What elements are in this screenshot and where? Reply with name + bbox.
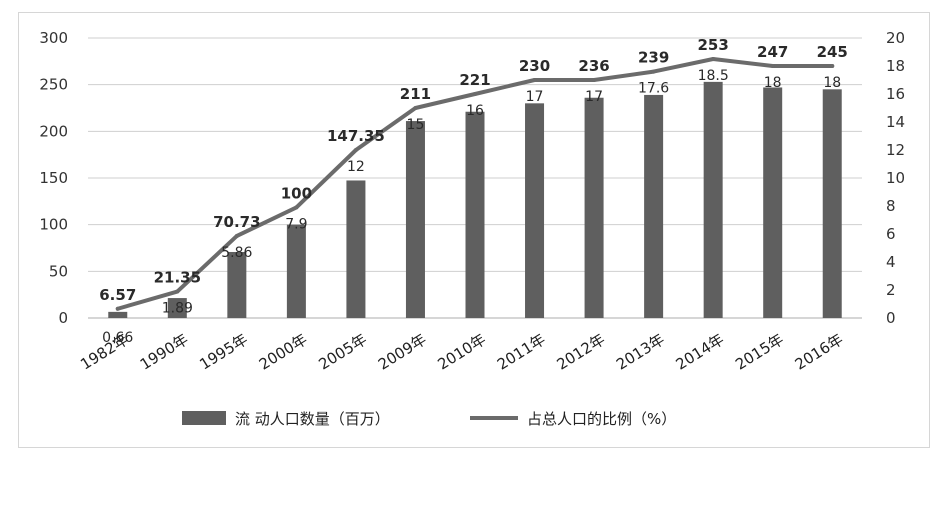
legend-label-bar: 流 动人口数量（百万） <box>235 410 390 428</box>
bar <box>227 251 247 318</box>
left-axis-tick-label: 250 <box>39 76 68 94</box>
bar <box>644 94 664 318</box>
line-point <box>175 289 180 294</box>
x-axis-tick-label: 2013年 <box>613 330 668 373</box>
bar-value-label: 100 <box>281 184 312 202</box>
bar <box>167 298 187 318</box>
x-axis-tick-label: 2009年 <box>375 330 430 373</box>
bar-value-label: 6.57 <box>99 286 136 304</box>
x-axis-tick-label: 2015年 <box>732 330 787 373</box>
right-axis-tick-label: 14 <box>886 113 905 131</box>
line-value-label: 0.66 <box>102 330 133 346</box>
line-point <box>115 306 120 311</box>
bar-value-label: 253 <box>697 36 728 54</box>
bar <box>346 180 366 318</box>
bar <box>465 111 485 318</box>
bar-series <box>108 81 842 318</box>
bar <box>763 87 783 318</box>
left-axis-tick-label: 150 <box>39 169 68 187</box>
bar-value-label: 221 <box>459 71 490 89</box>
bar-value-label: 211 <box>400 85 431 103</box>
bar <box>525 103 545 318</box>
line-value-label: 17 <box>526 89 544 105</box>
right-axis-tick-label: 4 <box>886 253 896 271</box>
line-value-label: 12 <box>347 159 365 175</box>
line-value-label: 16 <box>466 103 484 119</box>
left-axis-tick-label: 100 <box>39 216 68 234</box>
legend-label-line: 占总人口的比例（%） <box>527 410 676 428</box>
line-point <box>413 106 418 110</box>
right-axis-tick-label: 18 <box>886 57 905 75</box>
line-point <box>473 92 477 96</box>
x-axis-tick-label: 2010年 <box>434 330 489 373</box>
line-value-label: 17.6 <box>638 81 669 97</box>
bar-value-label: 21.35 <box>154 269 201 287</box>
x-axis-ticks: 1982年 1990年 1995年 2000年 2005年 2009年 2010年 2011年… <box>77 330 846 373</box>
x-axis-tick-label: 2012年 <box>554 330 609 373</box>
bar <box>286 224 306 318</box>
x-axis-tick-label: 2016年 <box>792 330 847 373</box>
line-value-label: 18 <box>764 75 782 91</box>
bar-value-label: 230 <box>519 57 550 75</box>
x-axis-tick-label: 2005年 <box>315 330 370 373</box>
line-value-label: 5.86 <box>221 245 252 261</box>
line-value-label: 17 <box>585 89 603 105</box>
line-value-label: 18.5 <box>698 68 729 84</box>
legend-swatch-bar <box>182 411 226 425</box>
line-series <box>115 57 835 311</box>
line-point <box>234 233 239 238</box>
line-point <box>294 205 299 210</box>
line-point <box>353 148 358 152</box>
x-axis-tick-label: 2011年 <box>494 330 549 373</box>
line-point <box>711 57 716 61</box>
x-axis-tick-label: 2014年 <box>673 330 728 373</box>
right-axis-tick-label: 20 <box>886 29 905 47</box>
left-axis-ticks: 0 50 100 150 200 250 300 <box>39 29 68 327</box>
right-axis-tick-label: 16 <box>886 85 905 103</box>
line-value-label: 1.89 <box>162 301 193 317</box>
bar <box>703 81 723 318</box>
line-data-labels: 0.66 1.89 5.86 7.9 12 15 16 17 17 17.6 18.5 18 18 <box>102 68 841 346</box>
line-value-label: 18 <box>823 75 841 91</box>
line-point <box>532 78 537 82</box>
right-axis-tick-label: 0 <box>886 309 896 327</box>
bar-data-labels: 6.57 21.35 70.73 100 147.35 211 221 230 236 239 25… <box>99 36 848 304</box>
bar <box>405 121 425 318</box>
left-axis-tick-label: 200 <box>39 122 68 140</box>
bar-value-label: 70.73 <box>213 213 260 231</box>
line-point <box>651 69 656 74</box>
x-axis-tick-label: 1995年 <box>196 330 251 373</box>
bar-value-label: 147.35 <box>327 127 385 145</box>
line-point <box>770 64 775 68</box>
bar-value-label: 247 <box>757 43 788 61</box>
line-point <box>830 64 835 68</box>
bar-value-label: 239 <box>638 49 669 67</box>
x-axis-tick-label: 1990年 <box>137 330 192 373</box>
x-axis-tick-label: 2000年 <box>256 330 311 373</box>
bar-value-label: 245 <box>817 43 848 61</box>
left-axis-tick-label: 0 <box>58 309 68 327</box>
line-value-label: 7.9 <box>285 216 307 232</box>
legend: 流 动人口数量（百万） 占总人口的比例（%） <box>182 410 676 428</box>
bar <box>584 97 604 318</box>
bar-value-label: 236 <box>578 57 609 75</box>
right-axis-tick-label: 12 <box>886 141 905 159</box>
bar <box>108 311 128 318</box>
left-axis-tick-label: 300 <box>39 29 68 47</box>
right-axis-tick-label: 8 <box>886 197 896 215</box>
line-value-label: 15 <box>407 117 425 133</box>
right-axis-ticks: 0 2 4 6 8 10 12 14 16 18 20 <box>886 29 905 327</box>
line-point <box>592 78 597 82</box>
right-axis-tick-label: 10 <box>886 169 905 187</box>
bar <box>822 89 842 318</box>
right-axis-tick-label: 2 <box>886 281 896 299</box>
right-axis-tick-label: 6 <box>886 225 896 243</box>
left-axis-tick-label: 50 <box>49 262 68 280</box>
